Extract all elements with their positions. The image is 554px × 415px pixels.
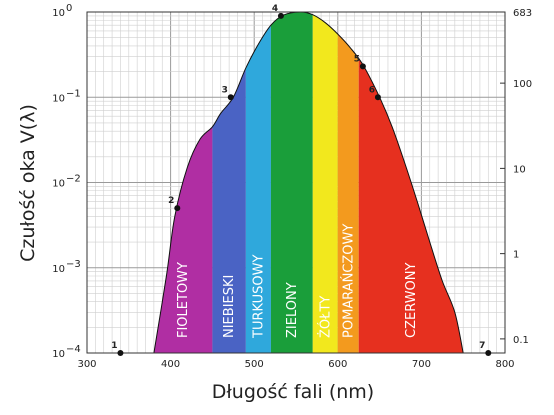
data-point <box>174 205 181 212</box>
x-tick-label: 700 <box>412 359 431 370</box>
data-point-label: 4 <box>272 4 278 14</box>
band-label: ŻÓŁTY <box>317 296 333 338</box>
data-points: 1 2 3 4 5 6 7 <box>111 4 492 356</box>
data-point-label: 3 <box>222 85 228 95</box>
y-tick-label: 10 <box>52 264 65 275</box>
band-label: NIEBIESKI <box>222 275 237 338</box>
y2-tick-labels: 0.1 1 10 100 683 <box>500 8 532 346</box>
band-label: ZIELONY <box>285 282 300 338</box>
y-axis-title: Czułość oka V(λ) <box>17 104 39 262</box>
data-point-label: 5 <box>354 54 360 64</box>
y-tick-label: 10 <box>52 8 65 19</box>
data-point <box>227 94 234 101</box>
band-zielony <box>270 12 313 353</box>
x-tick-label: 300 <box>77 359 96 370</box>
y2-tick-label: 100 <box>513 79 532 90</box>
x-axis-title: Długość fali (nm) <box>212 381 374 403</box>
band-żółty <box>312 12 338 353</box>
y-tick-exponent: 0 <box>66 3 72 14</box>
data-point <box>117 350 124 356</box>
data-point-label: 2 <box>168 196 174 206</box>
band-label: TURKUSOWY <box>251 254 266 339</box>
y-tick-label: 10 <box>52 349 65 360</box>
y-tick-exponent: −1 <box>66 88 81 99</box>
y2-tick-label: 10 <box>513 164 526 175</box>
data-point <box>277 12 284 19</box>
band-label: CZERWONY <box>404 262 419 338</box>
x-tick-label: 800 <box>495 359 514 370</box>
y-tick-exponent: −3 <box>66 259 81 270</box>
y-tick-exponent: −4 <box>66 344 81 355</box>
y-tick-label: 10 <box>52 179 65 190</box>
band-pomarańczowy <box>337 12 359 353</box>
x-tick-label: 500 <box>245 359 264 370</box>
y2-tick-label: 1 <box>513 250 519 261</box>
band-label: POMARAŃCZOWY <box>340 224 356 338</box>
data-point-label: 7 <box>479 341 485 351</box>
data-point-label: 1 <box>111 341 117 351</box>
x-tick-label: 600 <box>328 359 347 370</box>
y2-tick-label: 0.1 <box>513 335 529 346</box>
plot-frame <box>86 11 506 354</box>
data-point <box>374 94 381 101</box>
band-turkusowy <box>245 12 271 353</box>
x-tick-label: 400 <box>161 359 180 370</box>
band-labels: FIOLETOWY NIEBIESKI TURKUSOWY ZIELONY ŻÓŁTY P… <box>176 224 419 339</box>
data-point <box>485 350 492 356</box>
data-point-label: 6 <box>369 85 375 95</box>
x-tick-labels: 300 400 500 600 700 800 <box>77 359 514 370</box>
y-tick-label: 10 <box>52 93 65 104</box>
data-point <box>359 63 366 70</box>
y-tick-exponent: −2 <box>66 174 81 185</box>
y2-tick-label: 683 <box>513 8 532 19</box>
band-label: FIOLETOWY <box>176 262 191 338</box>
